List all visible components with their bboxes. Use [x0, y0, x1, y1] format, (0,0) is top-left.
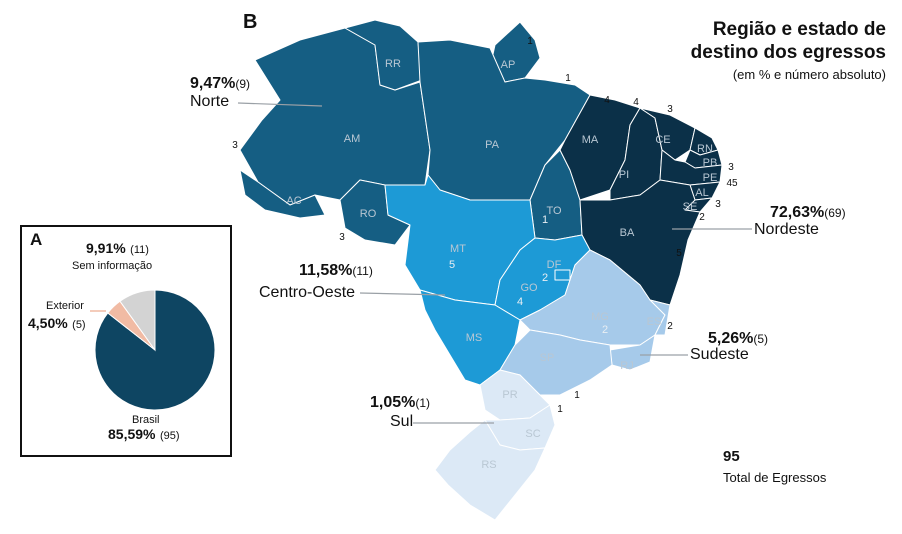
state-label-am: AM — [344, 133, 361, 145]
state-df — [554, 269, 571, 281]
region-centro-oeste-pct: 11,58% — [299, 262, 353, 279]
count-ma-1: 4 — [604, 95, 610, 106]
leader-centro-oeste — [359, 292, 446, 296]
pie-pct-sem-info: 9,91% — [86, 240, 126, 256]
state-label-rj: RJ — [620, 360, 633, 372]
total-label: Total de Egressos — [723, 470, 827, 485]
region-sul-label: 1,05%(1) — [370, 394, 430, 412]
count-ro: 3 — [339, 232, 345, 243]
pie-label-exterior: 4,50% (5) — [28, 315, 86, 333]
state-label-ce: CE — [655, 134, 670, 146]
region-norte-name: Norte — [190, 93, 230, 110]
region-norte-count: (9) — [235, 77, 251, 91]
state-label-sc: SC — [525, 428, 540, 440]
count-pb: 3 — [728, 162, 734, 173]
state-label-mt: MT — [450, 243, 466, 255]
state-ac — [239, 169, 326, 219]
state-label-to: TO — [546, 205, 562, 217]
pie-pct-brasil: 85,59% — [108, 426, 156, 442]
panel-a-letter: A — [30, 230, 43, 249]
count-ba: 5 — [676, 248, 682, 259]
pie-name-exterior: Exterior — [46, 300, 84, 312]
count-es: 2 — [667, 321, 673, 332]
total-value: 95 — [723, 448, 740, 465]
pie-label-sem-info: 9,91% (11) — [86, 240, 149, 258]
region-sul-name: Sul — [390, 413, 414, 430]
region-centro-oeste-name: Centro-Oeste — [259, 284, 356, 301]
leader-norte — [237, 102, 323, 107]
state-label-rs: RS — [481, 459, 496, 471]
state-ce — [639, 107, 696, 161]
count-al: 3 — [715, 199, 721, 210]
region-nordeste-name: Nordeste — [754, 221, 819, 238]
state-label-rr: RR — [385, 58, 401, 70]
state-label-al: AL — [695, 187, 708, 199]
pie-count-exterior: (5) — [72, 319, 86, 331]
region-nordeste-pct: 72,63% — [770, 204, 825, 221]
state-label-pr: PR — [502, 389, 517, 401]
region-sul-count: (1) — [415, 396, 431, 410]
panel-b-letter: B — [243, 11, 258, 33]
count-am: 3 — [232, 140, 238, 151]
state-label-go: GO — [520, 282, 538, 294]
region-sudeste-pct: 5,26% — [708, 330, 754, 347]
pie-slice-sem-info — [119, 289, 156, 352]
state-rs — [434, 419, 546, 521]
region-sudeste-name: Sudeste — [690, 346, 749, 363]
region-norte-label: 9,47%(9) Norte — [190, 75, 250, 111]
pie-label-brasil: 85,59% (95) — [108, 426, 180, 444]
count-pe: 45 — [726, 178, 738, 189]
count-go: 4 — [517, 296, 523, 308]
pie-count-brasil: (95) — [159, 430, 180, 442]
title-line-1: Região e estado de — [712, 19, 886, 40]
state-label-ap: AP — [501, 59, 516, 71]
state-label-se: SE — [683, 201, 698, 213]
pie-name-brasil: Brasil — [132, 414, 160, 426]
state-label-pe: PE — [703, 172, 718, 184]
region-sudeste-count: (5) — [753, 332, 769, 346]
state-label-pb: PB — [703, 157, 718, 169]
pie-pct-exterior: 4,50% — [28, 315, 68, 331]
state-label-pi: PI — [619, 169, 629, 181]
region-sudeste-label: 5,26%(5) — [708, 330, 768, 348]
count-df: 2 — [542, 272, 548, 284]
state-es — [649, 299, 671, 336]
state-label-sp: SP — [540, 352, 555, 364]
count-pa: 1 — [565, 73, 571, 84]
region-norte-pct: 9,47% — [190, 75, 236, 92]
state-label-ro: RO — [360, 208, 377, 220]
state-label-df: DF — [547, 259, 562, 271]
count-se: 2 — [699, 212, 705, 223]
state-label-ba: BA — [620, 227, 635, 239]
pie-name-sem-info: Sem informação — [72, 260, 153, 272]
count-to: 1 — [542, 214, 548, 226]
pie-chart — [90, 289, 216, 411]
state-label-pa: PA — [485, 139, 500, 151]
count-ap: 1 — [527, 36, 533, 47]
region-sul-pct: 1,05% — [370, 394, 416, 411]
map-subtitle: (em % e número absoluto) — [732, 67, 886, 82]
count-sp: 1 — [574, 390, 580, 401]
count-pr: 1 — [557, 404, 563, 415]
region-centro-oeste-count: (11) — [352, 264, 373, 278]
state-label-es: ES — [647, 316, 662, 328]
region-nordeste-label: 72,63%(69) — [770, 204, 846, 222]
count-mt: 5 — [449, 259, 455, 271]
state-label-ms: MS — [466, 332, 483, 344]
count-mg: 2 — [602, 324, 608, 336]
count-ma-2: 4 — [633, 97, 639, 108]
count-ce: 3 — [667, 104, 673, 115]
state-label-rn: RN — [697, 143, 713, 155]
state-label-ac: AC — [286, 195, 301, 207]
pie-count-sem-info: (11) — [130, 244, 149, 256]
state-label-ma: MA — [582, 134, 599, 146]
inset-pie-panel: A 9,91% (11) Sem informação Exterior 4,5… — [20, 225, 232, 457]
region-centro-oeste-label: 11,58%(11) — [299, 262, 373, 280]
region-nordeste-count: (69) — [824, 206, 846, 220]
title-line-2: destino dos egressos — [690, 42, 886, 63]
state-label-mg: MG — [591, 311, 609, 323]
map-title: Região e estado de destino dos egressos — [691, 18, 886, 64]
